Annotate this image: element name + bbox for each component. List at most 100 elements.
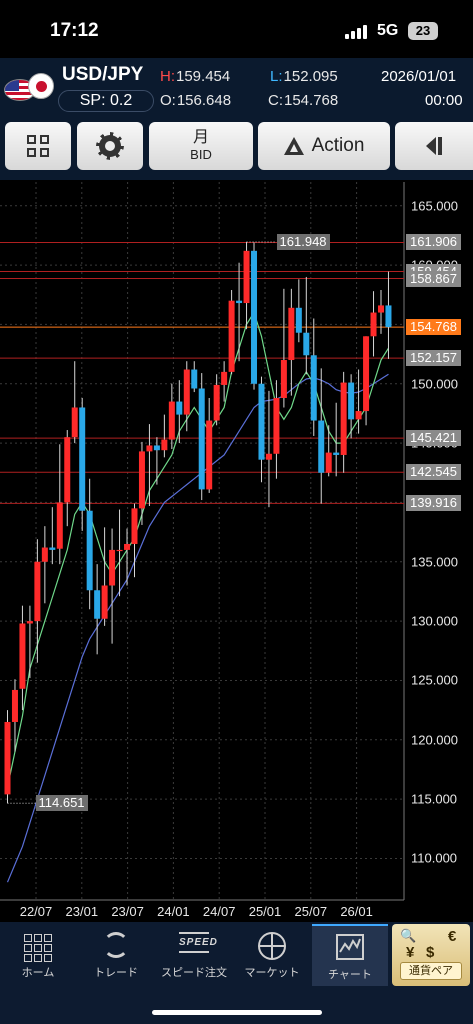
candle-down [236,300,243,304]
chart-icon [335,934,365,964]
nav-trade[interactable]: トレード [78,924,154,986]
x-tick-label: 22/07 [19,904,53,919]
candle-up [325,452,332,473]
candle-down [251,250,258,384]
candle-up [183,369,190,415]
candle-down [198,388,205,490]
x-tick-label: 24/07 [202,904,236,919]
y-tick-label: 150.000 [411,376,458,392]
nav-speed-order-label: スピード注文 [161,967,227,979]
candle-up [116,549,123,552]
candle-up [273,397,280,454]
price-type-label: BID [190,147,212,162]
x-tick-label: 25/01 [248,904,282,919]
nav-speed-order[interactable]: SPEED スピード注文 [156,924,232,986]
nav-trade-label: トレード [94,967,138,979]
dollar-icon: $ [426,944,435,961]
chart-canvas[interactable] [0,182,473,922]
price-level-label: 139.916 [406,495,461,512]
x-tick-label: 23/07 [111,904,144,919]
action-button[interactable]: Action [258,122,390,170]
candle-up [26,621,33,624]
candle-up [213,384,220,421]
globe-icon [257,932,287,962]
price-level-label: 152.157 [406,350,461,367]
nav-home[interactable]: ホーム [0,924,76,986]
candle-up [71,407,78,438]
nav-chart[interactable]: チャート [312,924,388,986]
layout-button[interactable] [5,122,71,170]
current-price-label: 154.768 [406,319,461,336]
collapse-panel-button[interactable] [395,122,473,170]
candle-up [243,250,250,304]
home-grid-icon [23,932,53,962]
candle-down [310,355,317,421]
trade-cycle-icon [101,932,131,962]
candle-up [280,360,287,398]
candle-down [303,332,310,356]
candle-up [56,502,63,549]
ma-slow-line [6,373,389,883]
low-value: L:152.095 [270,68,338,85]
candle-up [206,420,213,490]
currency-pair-name[interactable]: USD/JPY [62,64,144,85]
nav-currency-pair[interactable]: 🔍 € ¥ $ 通貨ペア [392,924,470,986]
action-icon [283,137,304,155]
gear-icon [99,135,121,157]
candle-up [19,623,26,689]
x-tick-label: 26/01 [340,904,373,919]
price-level-label: 158.867 [406,270,461,287]
nav-home-label: ホーム [21,967,55,979]
candle-down [49,547,56,550]
candlestick-chart[interactable]: 165.000160.000155.000150.000145.000140.0… [0,182,473,922]
candle-up [101,585,108,619]
candle-up [228,300,235,372]
candle-up [64,437,71,503]
candle-down [333,452,340,455]
y-tick-label: 125.000 [411,672,458,688]
collapse-left-icon [426,137,442,155]
nav-market-label: マーケット [244,967,300,979]
spread-badge: SP: 0.2 [58,90,154,112]
candle-up [221,371,228,385]
settings-button[interactable] [77,122,143,170]
candle-down [79,407,86,511]
y-tick-label: 130.000 [411,613,458,629]
action-label: Action [311,135,365,156]
euro-icon: € [448,928,457,945]
candle-up [355,411,362,420]
x-tick-label: 25/07 [294,904,328,919]
currency-flag-icon [4,73,54,103]
y-tick-label: 120.000 [411,732,458,748]
candle-down [258,383,265,460]
candle-up [109,549,116,586]
candle-down [86,510,93,591]
candle-up [11,689,18,722]
candle-up [370,312,377,337]
network-type: 5G [377,22,399,39]
y-tick-label: 115.000 [411,791,458,807]
candle-down [176,401,183,415]
candle-up [138,451,145,509]
period-label: 月 [192,129,209,146]
candle-down [318,420,325,473]
y-tick-label: 135.000 [411,554,458,570]
candle-up [41,547,48,562]
signal-icon [345,25,369,39]
x-tick-label: 23/01 [65,904,99,919]
candle-up [265,453,272,460]
status-time: 17:12 [50,20,99,41]
price-level-label: 142.545 [406,464,461,481]
nav-market[interactable]: マーケット [234,924,310,986]
candle-down [348,382,355,420]
candle-down [153,445,160,451]
grid-icon [27,135,49,157]
candle-up [363,336,370,412]
candle-down [385,305,392,328]
candle-up [34,561,41,622]
candle-down [295,307,302,333]
period-button[interactable]: 月 BID [149,122,253,170]
x-tick-label: 24/01 [157,904,190,919]
high-value: H:159.454 [160,68,231,85]
min-price-label: 114.651 [35,795,88,812]
